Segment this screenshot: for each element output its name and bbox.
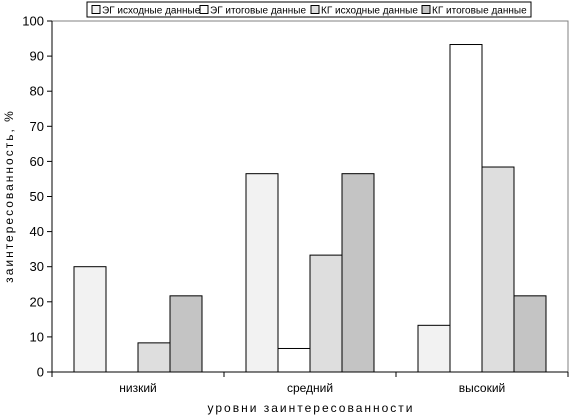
legend-label: КГ итоговые данные: [432, 6, 527, 17]
legend-box: [86, 1, 532, 18]
y-tick-label: 30: [30, 259, 44, 274]
y-tick-label: 70: [30, 119, 44, 134]
bar: [169, 295, 203, 373]
y-tick-label: 40: [30, 224, 44, 239]
y-tick-label: 60: [30, 154, 44, 169]
y-tick-label: 0: [37, 365, 44, 380]
bar: [277, 347, 311, 373]
bar: [341, 173, 375, 373]
bar: [73, 266, 107, 373]
x-tick-label: высокий: [459, 381, 505, 395]
legend-label: ЭГ итоговые данные: [210, 6, 306, 17]
bar: [481, 166, 515, 373]
bar: [513, 295, 547, 373]
bar: [137, 342, 171, 373]
y-axis-title: заинтересованность, %: [2, 109, 16, 283]
bars: [73, 44, 547, 373]
y-tick-label: 10: [30, 329, 44, 344]
x-axis: низкий средний высокий: [51, 371, 569, 395]
bar: [417, 324, 451, 373]
bar: [309, 254, 343, 373]
y-tick-label: 90: [30, 49, 44, 64]
legend-swatch: [310, 5, 320, 14]
y-tick-label: 80: [30, 84, 44, 99]
y-axis: 0 10 20 30 40 50 60 70 80 90 100: [22, 14, 53, 380]
y-tick-label: 50: [30, 189, 44, 204]
x-tick-label: низкий: [119, 381, 157, 395]
legend-swatch: [91, 5, 101, 14]
y-tick-label: 20: [30, 294, 44, 309]
legend-swatch: [421, 5, 431, 14]
x-axis-title: уровни заинтересованности: [208, 401, 415, 415]
x-tick-label: средний: [287, 381, 333, 395]
bar: [245, 173, 279, 373]
legend-swatch: [199, 5, 209, 14]
legend-label: ЭГ исходные данные: [102, 6, 201, 17]
bar: [449, 44, 483, 373]
legend-label: КГ исходные данные: [321, 6, 418, 17]
legend: ЭГ исходные данные ЭГ итоговые данные КГ и…: [86, 1, 532, 18]
y-tick-label: 100: [22, 14, 44, 29]
